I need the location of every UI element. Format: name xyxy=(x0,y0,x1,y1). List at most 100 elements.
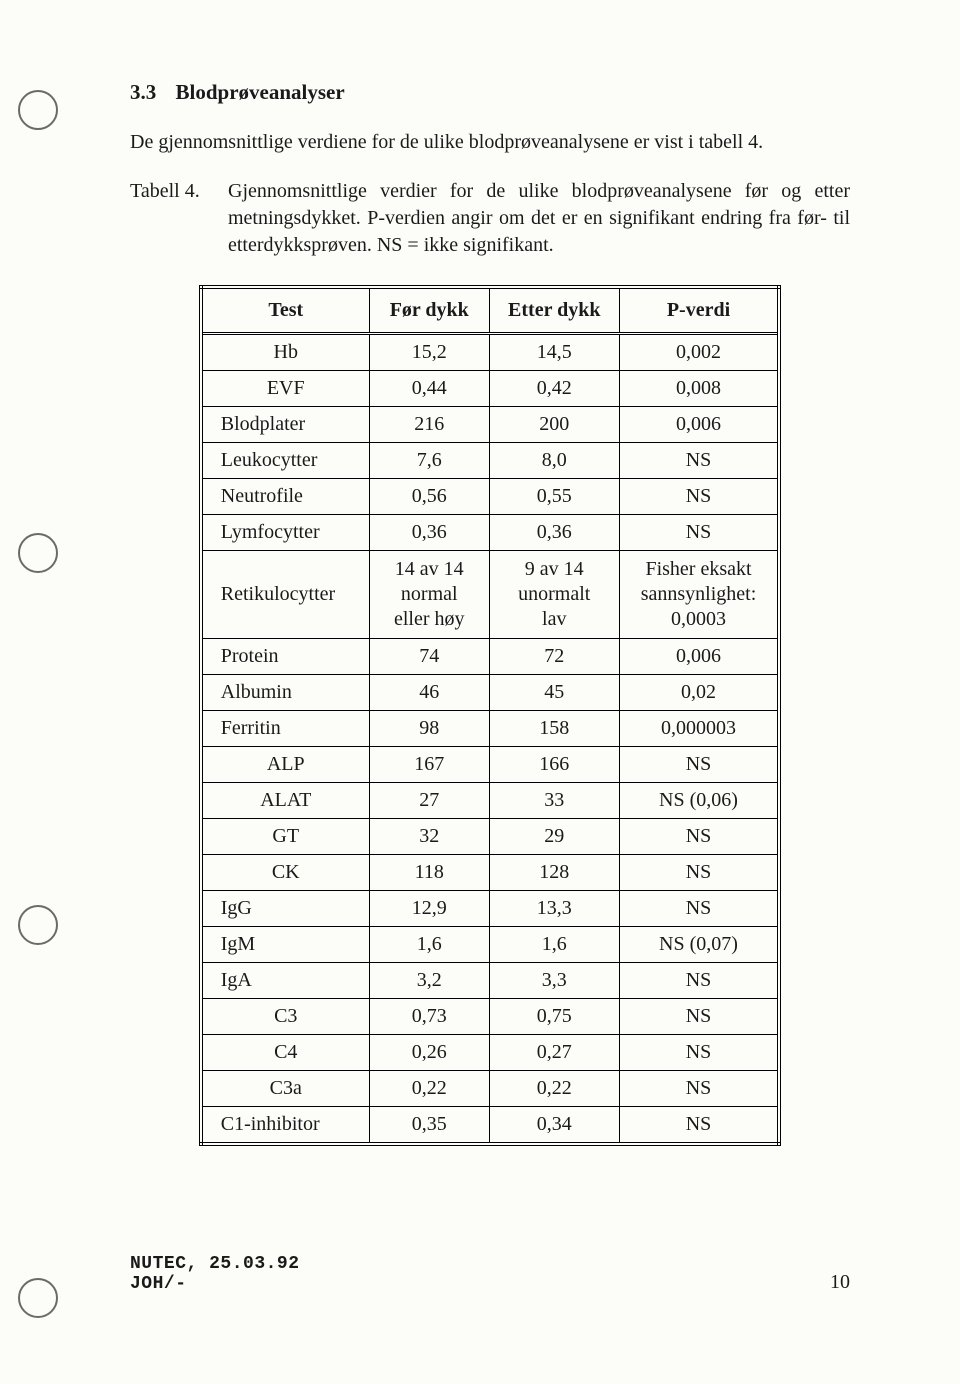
table-cell: Ferritin xyxy=(201,711,370,747)
table-cell: NS xyxy=(619,443,779,479)
table-cell: 14 av 14normaleller høy xyxy=(369,551,489,639)
section-heading: 3.3 Blodprøveanalyser xyxy=(130,80,850,105)
table-row: ALP167166NS xyxy=(201,747,780,783)
table-row: IgM1,61,6NS (0,07) xyxy=(201,927,780,963)
table-cell: Lymfocytter xyxy=(201,515,370,551)
table-cell: 0,006 xyxy=(619,407,779,443)
table-cell: 46 xyxy=(369,675,489,711)
table-cell: NS (0,07) xyxy=(619,927,779,963)
table-cell: IgM xyxy=(201,927,370,963)
table-cell: 3,2 xyxy=(369,963,489,999)
table-cell: NS xyxy=(619,963,779,999)
table-row: C40,260,27NS xyxy=(201,1035,780,1071)
table-cell: 0,55 xyxy=(489,479,619,515)
table-cell: 0,44 xyxy=(369,371,489,407)
table-cell: 0,006 xyxy=(619,639,779,675)
section-title: Blodprøveanalyser xyxy=(176,80,345,104)
table-row: GT3229NS xyxy=(201,819,780,855)
table-cell: 1,6 xyxy=(489,927,619,963)
caption-label: Tabell 4. xyxy=(130,178,228,259)
col-header-test: Test xyxy=(201,287,370,334)
table-cell: 98 xyxy=(369,711,489,747)
table-row: Hb15,214,50,002 xyxy=(201,334,780,371)
table-cell: NS xyxy=(619,515,779,551)
table-cell: ALAT xyxy=(201,783,370,819)
table-cell: IgG xyxy=(201,891,370,927)
table-row: CK118128NS xyxy=(201,855,780,891)
table-cell: 0,008 xyxy=(619,371,779,407)
page-number: 10 xyxy=(830,1271,850,1294)
hole-punch-icon xyxy=(18,90,58,130)
table-cell: 158 xyxy=(489,711,619,747)
hole-punch-icon xyxy=(18,905,58,945)
table-row: IgA3,23,3NS xyxy=(201,963,780,999)
table-cell: NS (0,06) xyxy=(619,783,779,819)
table-cell: Albumin xyxy=(201,675,370,711)
table-cell: 0,27 xyxy=(489,1035,619,1071)
table-row: IgG12,913,3NS xyxy=(201,891,780,927)
table-cell: NS xyxy=(619,1071,779,1107)
table-cell: NS xyxy=(619,479,779,515)
table-header-row: Test Før dykk Etter dykk P-verdi xyxy=(201,287,780,334)
table-row: Leukocytter7,68,0NS xyxy=(201,443,780,479)
table-cell: EVF xyxy=(201,371,370,407)
table-cell: 0,35 xyxy=(369,1107,489,1145)
footer-block: NUTEC, 25.03.92 JOH/- xyxy=(130,1254,300,1294)
table-cell: 166 xyxy=(489,747,619,783)
table-cell: 33 xyxy=(489,783,619,819)
table-cell: 1,6 xyxy=(369,927,489,963)
table-cell: 118 xyxy=(369,855,489,891)
table-cell: NS xyxy=(619,1107,779,1145)
table-row: Albumin46450,02 xyxy=(201,675,780,711)
table-cell: Protein xyxy=(201,639,370,675)
table-cell: 216 xyxy=(369,407,489,443)
table-cell: 13,3 xyxy=(489,891,619,927)
table-cell: 0,26 xyxy=(369,1035,489,1071)
table-cell: 3,3 xyxy=(489,963,619,999)
table-cell: NS xyxy=(619,747,779,783)
table-row: Protein74720,006 xyxy=(201,639,780,675)
table-cell: CK xyxy=(201,855,370,891)
table-cell: NS xyxy=(619,891,779,927)
table-cell: 9 av 14unormaltlav xyxy=(489,551,619,639)
table-cell: NS xyxy=(619,855,779,891)
table-cell: IgA xyxy=(201,963,370,999)
table-cell: 128 xyxy=(489,855,619,891)
table-cell: 27 xyxy=(369,783,489,819)
table-cell: 32 xyxy=(369,819,489,855)
table-cell: Blodplater xyxy=(201,407,370,443)
table-cell: 29 xyxy=(489,819,619,855)
table-cell: 0,56 xyxy=(369,479,489,515)
footer-line-1: NUTEC, 25.03.92 xyxy=(130,1254,300,1274)
table-row: Blodplater2162000,006 xyxy=(201,407,780,443)
col-header-for: Før dykk xyxy=(369,287,489,334)
table-cell: 0,73 xyxy=(369,999,489,1035)
table-cell: 0,22 xyxy=(369,1071,489,1107)
table-cell: NS xyxy=(619,999,779,1035)
table-cell: Neutrofile xyxy=(201,479,370,515)
hole-punch-icon xyxy=(18,533,58,573)
table-row: C1-inhibitor0,350,34NS xyxy=(201,1107,780,1145)
table-cell: 200 xyxy=(489,407,619,443)
table-row: Lymfocytter0,360,36NS xyxy=(201,515,780,551)
table-cell: NS xyxy=(619,819,779,855)
table-row: Neutrofile0,560,55NS xyxy=(201,479,780,515)
table-cell: 12,9 xyxy=(369,891,489,927)
table-caption: Tabell 4. Gjennomsnittlige verdier for d… xyxy=(130,178,850,259)
table-cell: 7,6 xyxy=(369,443,489,479)
table-row: C30,730,75NS xyxy=(201,999,780,1035)
table-cell: 167 xyxy=(369,747,489,783)
col-header-p: P-verdi xyxy=(619,287,779,334)
table-cell: 45 xyxy=(489,675,619,711)
footer-line-2: JOH/- xyxy=(130,1274,300,1294)
section-number: 3.3 xyxy=(130,80,156,104)
table-row: EVF0,440,420,008 xyxy=(201,371,780,407)
table-cell: GT xyxy=(201,819,370,855)
table-cell: 8,0 xyxy=(489,443,619,479)
table-cell: 0,42 xyxy=(489,371,619,407)
table-cell: 74 xyxy=(369,639,489,675)
table-cell: ALP xyxy=(201,747,370,783)
table-cell: C1-inhibitor xyxy=(201,1107,370,1145)
table-cell: Leukocytter xyxy=(201,443,370,479)
table-cell: C3a xyxy=(201,1071,370,1107)
